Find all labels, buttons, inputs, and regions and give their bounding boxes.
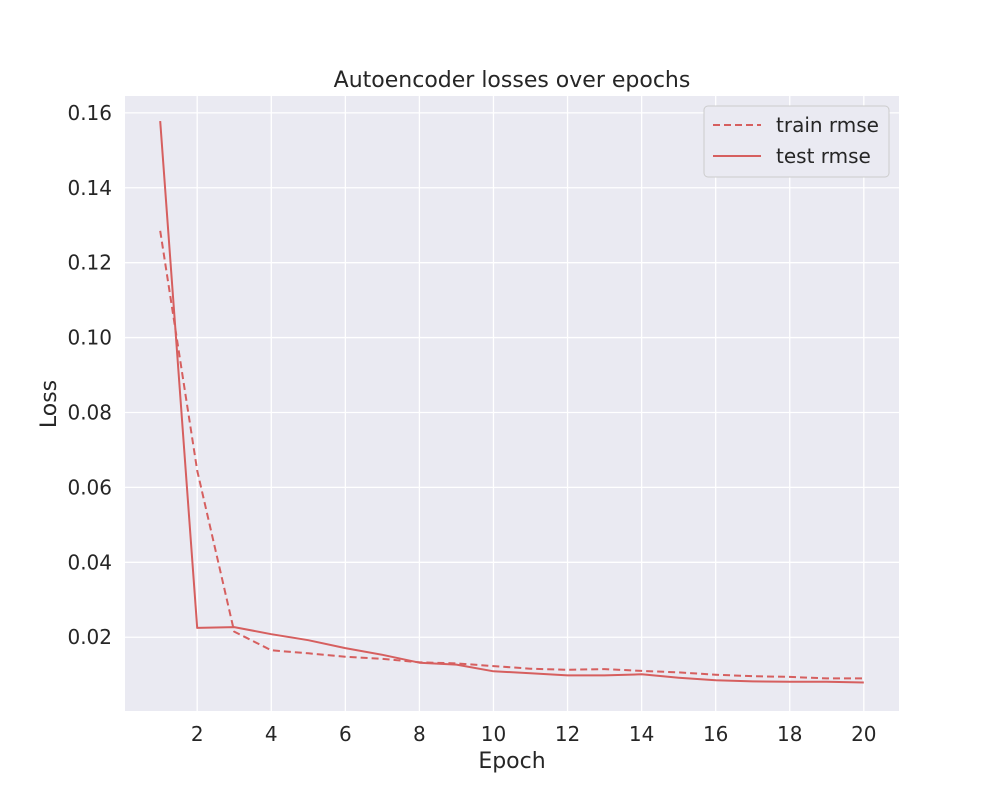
y-tick-label: 0.12 [67,251,112,275]
x-tick-label: 14 [629,722,654,746]
x-tick-label: 12 [555,722,580,746]
x-tick-label: 6 [339,722,352,746]
y-axis-label: Loss [37,380,62,428]
x-tick-label: 4 [265,722,278,746]
x-tick-labels: 2 4 6 8 10 12 14 16 18 20 [191,722,877,746]
x-tick-label: 20 [851,722,876,746]
legend-label-test-rmse: test rmse [776,144,871,168]
y-tick-label: 0.10 [67,326,112,350]
legend-box [703,105,890,178]
chart-title: Autoencoder losses over epochs [334,68,691,93]
y-tick-label: 0.06 [67,475,112,499]
grid [125,96,899,711]
y-tick-label: 0.14 [67,176,112,200]
x-tick-label: 8 [413,722,426,746]
plot-area [125,96,899,711]
x-tick-label: 18 [777,722,802,746]
y-tick-label: 0.16 [67,101,112,125]
series-layer [159,121,864,684]
series-line-test-rmse [159,121,864,684]
x-tick-label: 10 [481,722,506,746]
x-tick-label: 16 [703,722,728,746]
legend: train rmse test rmse [703,105,890,178]
legend-label-train-rmse: train rmse [776,113,879,137]
series-line-train-rmse [159,230,864,680]
x-axis-label: Epoch [478,749,545,774]
y-tick-labels: 0.02 0.04 0.06 0.08 0.10 0.12 0.14 0.16 [67,101,112,649]
x-tick-label: 2 [191,722,204,746]
y-tick-label: 0.04 [67,550,112,574]
y-tick-label: 0.02 [67,625,112,649]
y-tick-label: 0.08 [67,400,112,424]
